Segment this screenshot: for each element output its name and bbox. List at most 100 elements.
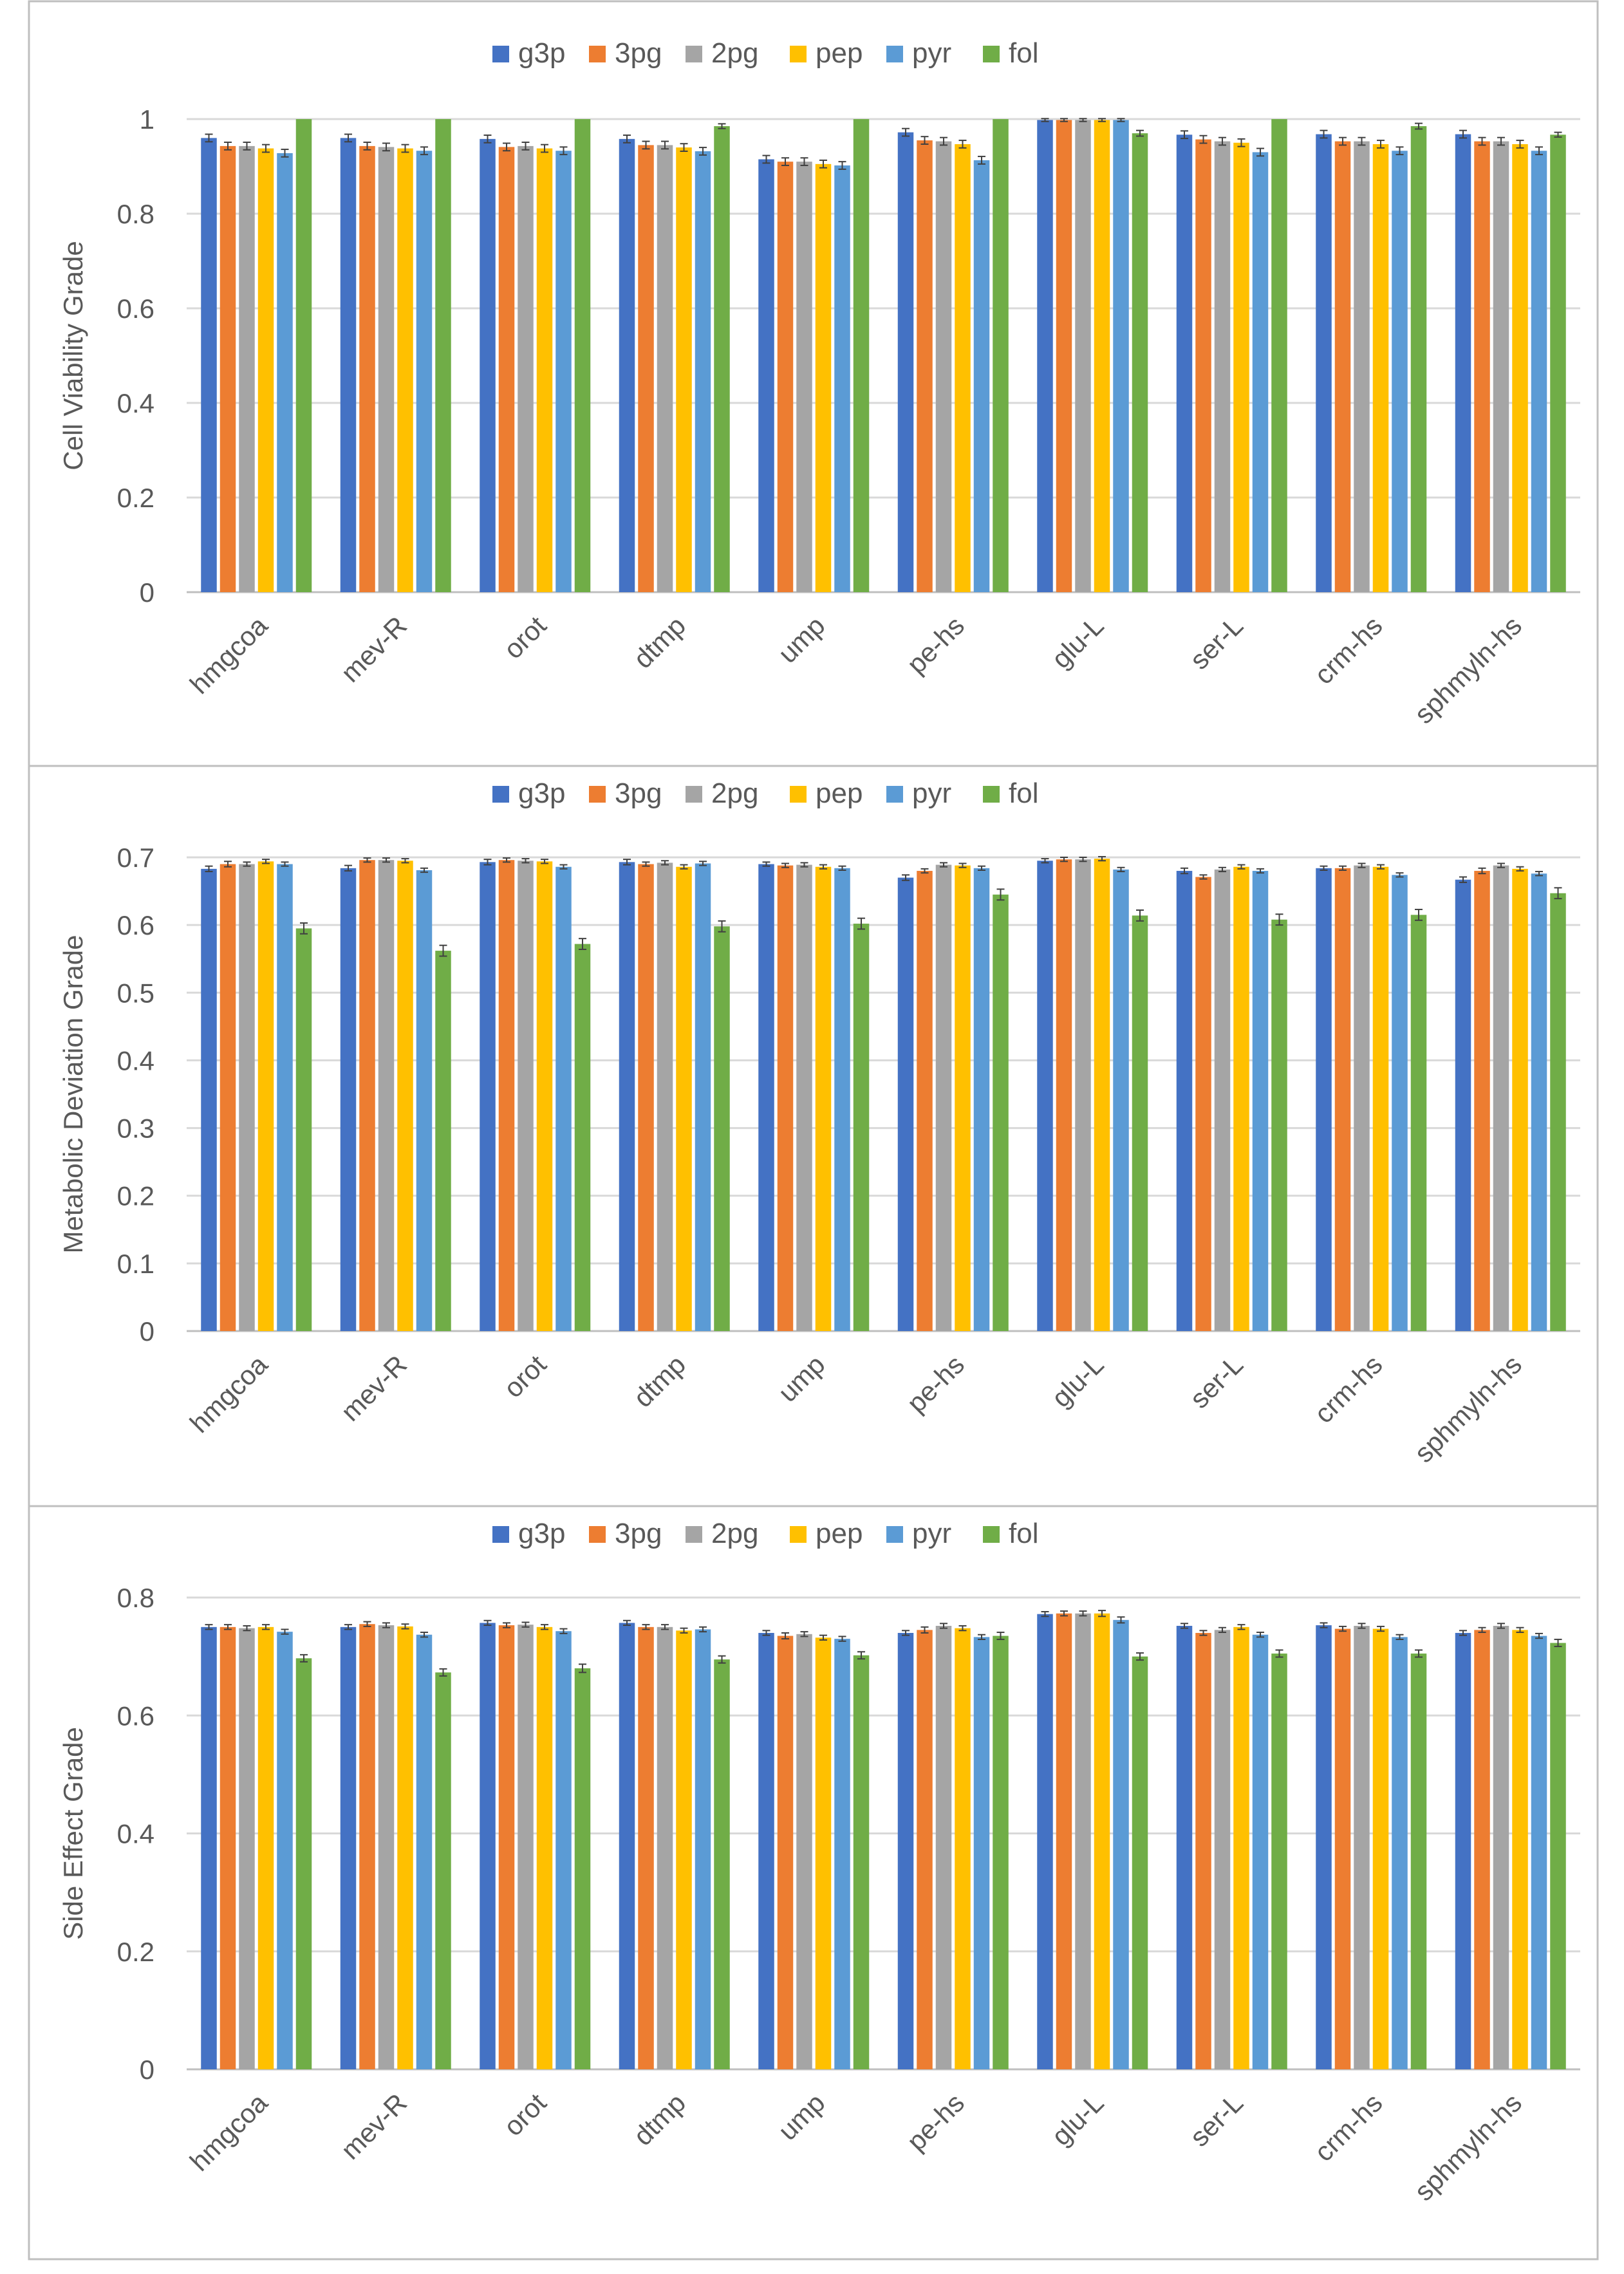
- bar-2pg-orot: [518, 145, 534, 592]
- bar-pyr-orot: [555, 866, 572, 1331]
- bar-fol-sphmyln-hs: [1550, 135, 1566, 592]
- bar-pep-ump: [815, 1637, 832, 2069]
- bar-fol-ump: [853, 1655, 870, 2069]
- bar-pyr-crm-hs: [1392, 1637, 1408, 2069]
- bar-2pg-glu-L: [1075, 859, 1091, 1331]
- y-tick-label: 0.3: [117, 1114, 154, 1144]
- legend: g3p 3pg 2pg pep pyr fol: [492, 1518, 1038, 1549]
- bar-3pg-mev-R: [359, 1624, 375, 2069]
- chart-panel-2: 0 0.1 0.2 0.3 0.4 0.5 0.6 0.7 Metabolic Deviatio…: [28, 765, 1599, 1507]
- bar-3pg-ump: [777, 1636, 794, 2069]
- bar-3pg-glu-L: [1056, 859, 1072, 1331]
- legend-item-pep: pep: [790, 1518, 863, 1549]
- bar-pep-mev-R: [397, 861, 413, 1331]
- bar-g3p-crm-hs: [1316, 868, 1332, 1331]
- bar-g3p-ser-L: [1176, 871, 1193, 1331]
- bar-fol-mev-R: [435, 951, 451, 1331]
- bar-pyr-mev-R: [416, 151, 433, 592]
- bar-g3p-dtmp: [619, 138, 635, 592]
- bar-g3p-crm-hs: [1316, 134, 1332, 592]
- legend-swatch: [886, 46, 903, 62]
- legend-label: pyr: [912, 1518, 951, 1549]
- bar-fol-dtmp: [714, 1659, 730, 2069]
- bar-pyr-orot: [555, 151, 572, 592]
- bar-2pg-dtmp: [657, 145, 673, 593]
- bar-g3p-pe-hs: [897, 132, 914, 592]
- legend-swatch: [589, 1526, 606, 1543]
- bar-fol-sphmyln-hs: [1550, 893, 1566, 1331]
- bar-3pg-pe-hs: [917, 871, 933, 1331]
- bar-pep-mev-R: [397, 1626, 413, 2069]
- y-tick-label: 0: [140, 1316, 154, 1347]
- bar-g3p-orot: [480, 1623, 496, 2069]
- bar-3pg-hmgcoa: [219, 145, 236, 592]
- legend-item-fol: fol: [983, 37, 1038, 69]
- legend-label: g3p: [518, 1518, 565, 1549]
- bar-g3p-pe-hs: [897, 1632, 914, 2069]
- bar-g3p-mev-R: [340, 138, 357, 592]
- bar-fol-pe-hs: [993, 894, 1009, 1331]
- bar-fol-crm-hs: [1410, 1654, 1427, 2069]
- bar-pep-hmgcoa: [257, 148, 274, 592]
- legend-swatch: [983, 1526, 1000, 1543]
- bar-fol-orot: [574, 944, 591, 1331]
- bar-3pg-crm-hs: [1334, 868, 1351, 1331]
- legend-label: g3p: [518, 37, 565, 69]
- bar-pep-ser-L: [1233, 142, 1249, 592]
- bar-g3p-ump: [758, 864, 774, 1331]
- legend-label: pyr: [912, 778, 951, 809]
- bar-3pg-crm-hs: [1334, 1628, 1351, 2069]
- bar-pyr-hmgcoa: [277, 153, 293, 593]
- bar-2pg-ump: [796, 864, 812, 1331]
- bar-pep-ser-L: [1233, 866, 1249, 1331]
- bar-2pg-mev-R: [378, 860, 395, 1331]
- bar-g3p-glu-L: [1037, 861, 1053, 1331]
- bar-g3p-sphmyln-hs: [1455, 879, 1471, 1331]
- bar-3pg-pe-hs: [917, 1630, 933, 2069]
- bar-pep-ser-L: [1233, 1626, 1249, 2069]
- bar-g3p-ump: [758, 1632, 774, 2069]
- bar-2pg-crm-hs: [1354, 141, 1370, 593]
- bar-2pg-sphmyln-hs: [1493, 141, 1509, 593]
- bar-pyr-glu-L: [1113, 1619, 1129, 2069]
- bar-2pg-pe-hs: [935, 141, 952, 593]
- bar-pyr-mev-R: [416, 1634, 433, 2069]
- y-tick-label: 1: [140, 104, 154, 135]
- legend-label: fol: [1009, 778, 1038, 809]
- bar-2pg-pe-hs: [935, 864, 952, 1331]
- legend-label: 2pg: [711, 37, 758, 69]
- bar-pep-dtmp: [676, 866, 692, 1331]
- legend-item-fol: fol: [983, 1518, 1038, 1549]
- bar-g3p-hmgcoa: [201, 1626, 217, 2069]
- bar-g3p-hmgcoa: [201, 868, 217, 1331]
- legend-label: fol: [1009, 1518, 1038, 1549]
- legend-item-3pg: 3pg: [589, 37, 662, 69]
- bar-g3p-glu-L: [1037, 120, 1053, 593]
- bar-2pg-mev-R: [378, 147, 395, 593]
- bar-2pg-dtmp: [657, 862, 673, 1331]
- bar-pyr-dtmp: [695, 151, 711, 593]
- bars: [201, 855, 1566, 1331]
- legend-label: 2pg: [711, 1518, 758, 1549]
- legend-item-pyr: pyr: [886, 1518, 951, 1549]
- bar-2pg-hmgcoa: [239, 1628, 255, 2069]
- bar-fol-hmgcoa: [295, 119, 312, 592]
- bar-3pg-ser-L: [1195, 139, 1211, 593]
- y-tick-label: 0.4: [117, 388, 154, 418]
- bar-2pg-sphmyln-hs: [1493, 865, 1509, 1331]
- bar-3pg-orot: [498, 147, 515, 593]
- bar-fol-glu-L: [1132, 1656, 1148, 2069]
- bar-2pg-glu-L: [1075, 120, 1091, 593]
- bar-pep-mev-R: [397, 148, 413, 592]
- legend-item-pyr: pyr: [886, 37, 951, 69]
- y-tick-label: 0: [140, 2055, 154, 2085]
- y-tick-label: 0.6: [117, 1701, 154, 1731]
- bar-3pg-glu-L: [1056, 1613, 1072, 2069]
- bar-3pg-pe-hs: [917, 140, 933, 592]
- legend-item-g3p: g3p: [492, 1518, 565, 1549]
- bar-fol-mev-R: [435, 1672, 451, 2069]
- bar-pep-glu-L: [1094, 1613, 1110, 2069]
- bar-g3p-ser-L: [1176, 135, 1193, 592]
- bar-g3p-sphmyln-hs: [1455, 134, 1471, 592]
